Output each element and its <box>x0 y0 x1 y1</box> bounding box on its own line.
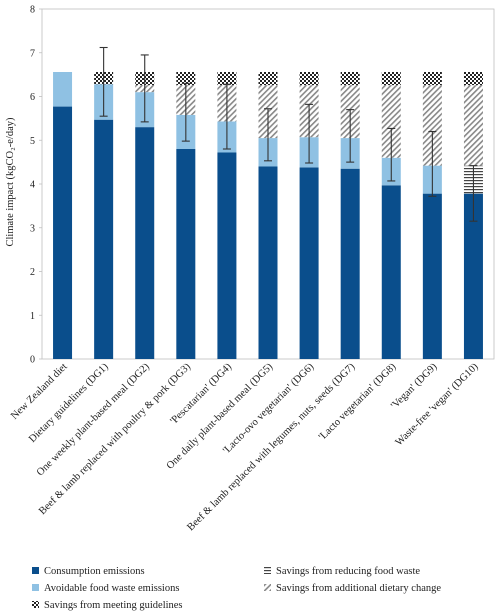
y-tick-label: 3 <box>30 223 35 234</box>
bar-segment <box>217 72 237 86</box>
bar-segment <box>463 193 483 359</box>
x-tick-label: Waste-free 'vegan' (DG10) <box>394 361 481 448</box>
y-tick-label: 0 <box>30 355 35 366</box>
bar-segment <box>381 85 401 158</box>
y-tick-label: 6 <box>30 92 35 103</box>
x-tick-label: 'Lacto vegetarian' (DG8) <box>317 361 399 443</box>
legend-label: Consumption emissions <box>44 566 145 577</box>
legend-swatch <box>264 584 271 591</box>
bar-segment <box>299 167 319 359</box>
bar-segment <box>381 185 401 359</box>
bar-segment <box>217 152 237 359</box>
bar-segment <box>53 72 73 107</box>
bar-segment <box>258 72 278 86</box>
y-axis-title: Climate impact (kgCO₂-e/day) <box>5 117 16 247</box>
bar-segment <box>176 72 196 86</box>
bar-segment <box>340 72 360 86</box>
bar-segment <box>53 106 73 359</box>
x-tick-label: Dietary guidelines (DG1) <box>27 361 111 445</box>
bar-segment <box>340 168 360 359</box>
y-tick-label: 7 <box>30 48 35 59</box>
bar-segment <box>422 85 442 166</box>
bar-segment <box>422 72 442 86</box>
legend-label: Savings from additional dietary change <box>276 583 441 594</box>
legend-label: Savings from meeting guidelines <box>44 600 183 611</box>
legend-swatch <box>32 567 39 574</box>
legend-swatch <box>264 567 271 574</box>
legend-swatch <box>32 584 39 591</box>
y-tick-label: 5 <box>30 136 35 147</box>
bar-segment <box>135 127 155 359</box>
legend-swatch <box>32 601 39 608</box>
bar-segment <box>258 166 278 359</box>
bar-segment <box>176 149 196 359</box>
legend-label: Avoidable food waste emissions <box>44 583 179 594</box>
bar-segment <box>463 85 483 166</box>
y-tick-label: 1 <box>30 311 35 322</box>
legend-label: Savings from reducing food waste <box>276 566 420 577</box>
y-tick-label: 8 <box>30 5 35 16</box>
bar-segment <box>299 72 319 86</box>
y-tick-label: 2 <box>30 267 35 278</box>
bar-segment <box>381 72 401 86</box>
y-tick-label: 4 <box>30 180 35 191</box>
bar-segment <box>422 193 442 359</box>
x-tick-label: Beef & lamb replaced with poultry & pork… <box>37 361 193 517</box>
bar-segment <box>94 119 114 359</box>
bar-segment <box>463 72 483 86</box>
